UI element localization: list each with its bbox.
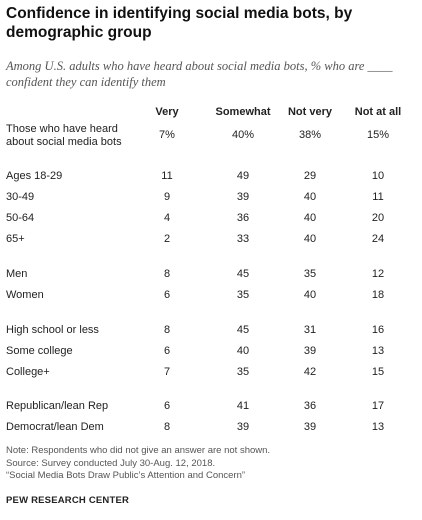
table-cell: 38% [298, 129, 322, 141]
table-cell: 35 [303, 268, 317, 280]
table-cell: 40 [303, 289, 317, 301]
table-cell: 20 [371, 212, 385, 224]
source-line: Source: Survey conducted July 30-Aug. 12… [6, 457, 216, 469]
row-label: Democrat/lean Dem [6, 421, 104, 433]
table-cell: 4 [163, 212, 171, 224]
table-cell: 15 [371, 366, 385, 378]
table-cell: 36 [303, 400, 317, 412]
table-cell: 6 [163, 400, 171, 412]
table-cell: 8 [163, 421, 171, 433]
row-label: 30-49 [6, 191, 35, 203]
table-cell: 13 [371, 421, 385, 433]
table-cell: 17 [371, 400, 385, 412]
table-cell: 24 [371, 233, 385, 245]
table-cell: 35 [236, 366, 250, 378]
table-cell: 41 [236, 400, 250, 412]
table-cell: 6 [163, 289, 171, 301]
table-cell: 39 [236, 191, 250, 203]
table-cell: 36 [236, 212, 250, 224]
row-label: Those who have heard about social media b… [6, 123, 122, 148]
table-cell: 6 [163, 345, 171, 357]
column-header: Somewhat [215, 106, 271, 118]
table-cell: 45 [236, 268, 250, 280]
table-cell: 11 [372, 191, 384, 203]
table-cell: 7% [159, 129, 175, 141]
table-cell: 31 [303, 324, 317, 336]
brand-label: PEW RESEARCH CENTER [6, 495, 130, 506]
table-cell: 13 [371, 345, 385, 357]
chart-title: Confidence in identifying social media b… [6, 5, 353, 41]
row-label: Men [6, 268, 28, 280]
table-cell: 33 [236, 233, 250, 245]
table-cell: 9 [163, 191, 171, 203]
table-cell: 16 [371, 324, 385, 336]
table-cell: 42 [303, 366, 317, 378]
table-cell: 39 [303, 345, 317, 357]
row-label: 50-64 [6, 212, 35, 224]
table-cell: 8 [163, 324, 171, 336]
table-cell: 12 [371, 268, 385, 280]
table-cell: 11 [161, 170, 173, 182]
table-cell: 40 [303, 233, 317, 245]
table-cell: 40 [303, 212, 317, 224]
column-header: Not at all [354, 106, 402, 118]
table-cell: 39 [236, 421, 250, 433]
table-cell: 35 [236, 289, 250, 301]
column-header: Not very [287, 106, 333, 118]
table-cell: 40% [231, 129, 255, 141]
table-cell: 2 [163, 233, 171, 245]
table-cell: 29 [303, 170, 317, 182]
table-cell: 40 [303, 191, 317, 203]
row-label: High school or less [6, 324, 99, 336]
row-label: Some college [6, 345, 73, 357]
row-label: Republican/lean Rep [6, 400, 109, 412]
table-cell: 18 [371, 289, 385, 301]
table-cell: 10 [371, 170, 385, 182]
table-cell: 39 [303, 421, 317, 433]
note-line: Note: Respondents who did not give an an… [6, 445, 271, 456]
row-label: 65+ [6, 233, 25, 245]
table-cell: 49 [236, 170, 250, 182]
row-label: Women [6, 289, 44, 301]
notes: Note: Respondents who did not give an an… [6, 445, 270, 483]
row-label: College+ [6, 366, 50, 378]
row-label: Ages 18-29 [6, 170, 63, 182]
table-cell: 15% [366, 129, 390, 141]
report-title-line: “Social Media Bots Draw Public’s Attenti… [6, 470, 246, 481]
table-cell: 40 [236, 345, 250, 357]
table-cell: 8 [163, 268, 171, 280]
column-header: Very [155, 106, 179, 118]
table-cell: 7 [163, 366, 171, 378]
table-cell: 45 [236, 324, 250, 336]
chart-subtitle: Among U.S. adults who have heard about s… [6, 59, 393, 89]
